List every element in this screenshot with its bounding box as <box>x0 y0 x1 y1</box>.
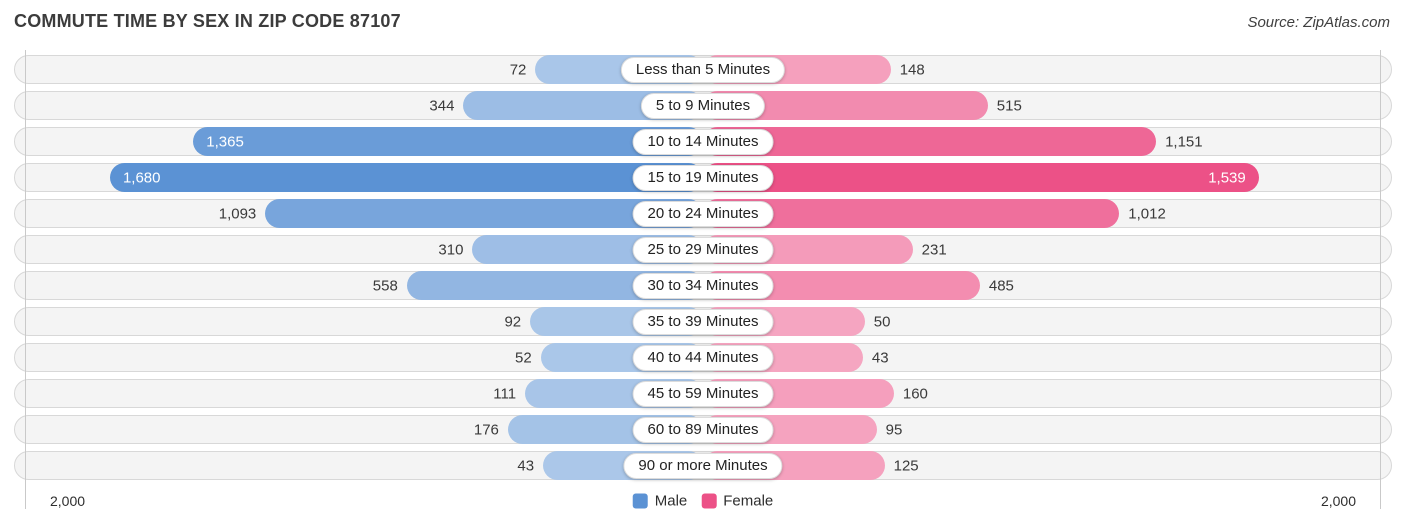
category-label: Less than 5 Minutes <box>620 56 786 83</box>
left-axis-max-label: 2,000 <box>50 493 86 509</box>
category-label: 60 to 89 Minutes <box>632 416 774 443</box>
female-value-label: 1,151 <box>1165 133 1203 150</box>
male-value-label: 558 <box>372 277 398 294</box>
chart-row: 344 515 5 to 9 Minutes <box>14 91 1392 120</box>
category-label: 15 to 19 Minutes <box>632 164 774 191</box>
female-swatch <box>701 493 717 509</box>
chart-row: 176 95 60 to 89 Minutes <box>14 415 1392 444</box>
category-label: 10 to 14 Minutes <box>632 128 774 155</box>
category-label: 5 to 9 Minutes <box>640 92 766 119</box>
chart-row: 1,093 1,012 20 to 24 Minutes <box>14 199 1392 228</box>
female-value-label: 50 <box>873 313 891 330</box>
female-bar <box>703 163 1259 192</box>
male-value-label: 176 <box>473 421 499 438</box>
female-bar <box>703 127 1157 156</box>
chart-header: COMMUTE TIME BY SEX IN ZIP CODE 87107 So… <box>0 0 1406 42</box>
legend: Male Female <box>632 492 773 510</box>
category-label: 40 to 44 Minutes <box>632 344 774 371</box>
female-value-label: 515 <box>996 97 1022 114</box>
chart-row: 1,365 1,151 10 to 14 Minutes <box>14 127 1392 156</box>
female-value-label: 1,012 <box>1128 205 1166 222</box>
female-value-label: 148 <box>899 61 925 78</box>
chart-row: 1,680 1,539 15 to 19 Minutes <box>14 163 1392 192</box>
chart-row: 52 43 40 to 44 Minutes <box>14 343 1392 372</box>
male-value-label: 52 <box>515 349 532 366</box>
right-axis-gridline <box>1380 50 1381 509</box>
chart-title: COMMUTE TIME BY SEX IN ZIP CODE 87107 <box>14 11 401 31</box>
female-value-label: 1,539 <box>1208 169 1246 186</box>
male-swatch <box>632 493 648 509</box>
male-value-label: 1,365 <box>206 133 244 150</box>
category-label: 35 to 39 Minutes <box>632 308 774 335</box>
category-label: 20 to 24 Minutes <box>632 200 774 227</box>
legend-male-label: Male <box>654 492 688 510</box>
male-value-label: 111 <box>493 385 517 402</box>
category-label: 30 to 34 Minutes <box>632 272 774 299</box>
female-value-label: 160 <box>902 385 928 402</box>
chart-row: 92 50 35 to 39 Minutes <box>14 307 1392 336</box>
male-bar <box>193 127 703 156</box>
chart-row: 111 160 45 to 59 Minutes <box>14 379 1392 408</box>
chart-row: 310 231 25 to 29 Minutes <box>14 235 1392 264</box>
male-value-label: 310 <box>438 241 464 258</box>
chart-row: 43 125 90 or more Minutes <box>14 451 1392 480</box>
female-value-label: 231 <box>921 241 947 258</box>
chart-row: 72 148 Less than 5 Minutes <box>14 55 1392 84</box>
male-value-label: 72 <box>509 61 527 78</box>
male-value-label: 1,680 <box>122 169 161 186</box>
left-axis-gridline <box>25 50 26 509</box>
female-value-label: 125 <box>893 457 919 474</box>
axis-row: 2,000 Male Female 2,000 <box>14 487 1392 515</box>
right-axis-max-label: 2,000 <box>1320 493 1356 509</box>
female-value-label: 95 <box>885 421 903 438</box>
category-label: 90 or more Minutes <box>623 452 783 479</box>
legend-item-female: Female <box>701 493 773 510</box>
legend-female-label: Female <box>723 492 774 510</box>
male-value-label: 92 <box>504 313 522 330</box>
chart-row: 558 485 30 to 34 Minutes <box>14 271 1392 300</box>
legend-item-male: Male <box>632 492 688 510</box>
female-value-label: 43 <box>871 349 889 366</box>
source-credit: Source: ZipAtlas.com <box>1247 14 1390 31</box>
category-label: 25 to 29 Minutes <box>632 236 774 263</box>
chart-rows: 72 148 Less than 5 Minutes 344 515 5 to … <box>14 55 1392 480</box>
category-label: 45 to 59 Minutes <box>632 380 774 407</box>
male-value-label: 344 <box>429 97 455 114</box>
chart-area: 72 148 Less than 5 Minutes 344 515 5 to … <box>0 42 1406 515</box>
male-value-label: 43 <box>517 457 535 474</box>
female-value-label: 485 <box>988 277 1014 294</box>
male-bar <box>265 199 703 228</box>
male-value-label: 1,093 <box>218 205 257 222</box>
male-bar <box>109 163 703 192</box>
